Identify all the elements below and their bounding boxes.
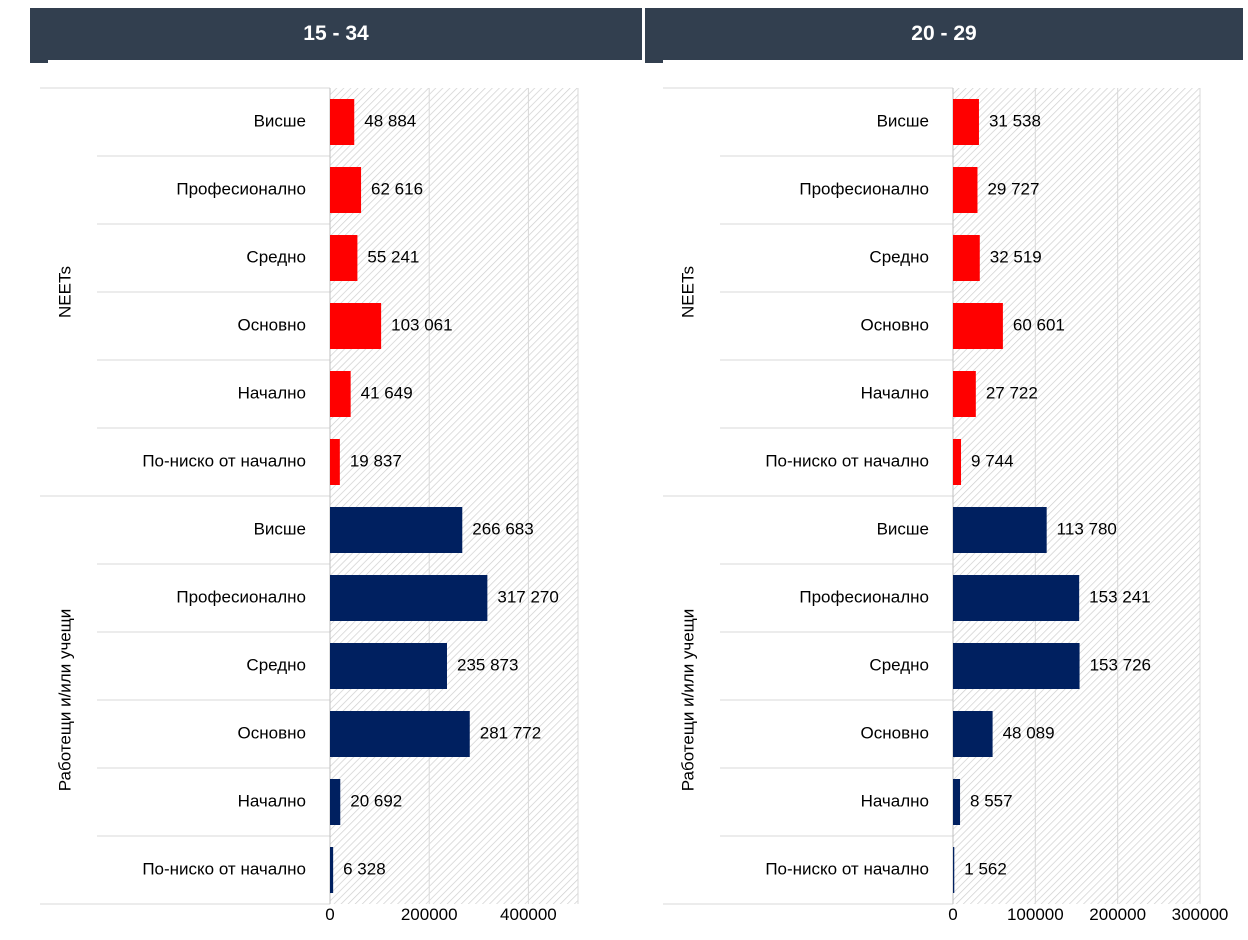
data-label: 1 562 <box>964 859 1007 878</box>
category-label: Основно <box>238 315 306 334</box>
x-tick-label: 400000 <box>500 905 557 924</box>
data-label: 153 241 <box>1089 587 1150 606</box>
category-label: Професионално <box>176 587 306 606</box>
header-accent-right <box>645 60 663 63</box>
x-tick-label: 0 <box>325 905 334 924</box>
data-label: 48 884 <box>364 111 416 130</box>
group-label: Работещи и/или учещи <box>678 609 697 791</box>
bar <box>953 507 1047 553</box>
category-label: Професионално <box>799 179 929 198</box>
bar <box>330 711 470 757</box>
category-label: Висше <box>254 111 306 130</box>
bar <box>330 303 382 349</box>
bar <box>953 439 962 485</box>
data-label: 281 772 <box>480 723 541 742</box>
category-label: Висше <box>877 519 929 538</box>
data-label: 48 089 <box>1003 723 1055 742</box>
bar <box>330 575 488 621</box>
data-label: 60 601 <box>1013 315 1065 334</box>
bar <box>953 303 1003 349</box>
group-label: NEETs <box>678 266 697 318</box>
data-label: 20 692 <box>350 791 402 810</box>
bar <box>953 847 955 893</box>
data-label: 8 557 <box>970 791 1013 810</box>
chart-title-left: 15 - 34 <box>30 8 642 60</box>
x-tick-label: 200000 <box>1089 905 1146 924</box>
data-label: 317 270 <box>497 587 558 606</box>
category-label: Висше <box>877 111 929 130</box>
bar <box>953 235 980 281</box>
x-tick-label: 100000 <box>1007 905 1064 924</box>
data-label: 31 538 <box>989 111 1041 130</box>
category-label: Начално <box>238 383 306 402</box>
category-label: Средно <box>869 247 929 266</box>
data-label: 266 683 <box>472 519 533 538</box>
data-label: 32 519 <box>990 247 1042 266</box>
bar <box>953 779 961 825</box>
data-label: 19 837 <box>350 451 402 470</box>
bar <box>953 575 1080 621</box>
x-tick-label: 300000 <box>1172 905 1229 924</box>
bar <box>330 779 341 825</box>
data-label: 103 061 <box>391 315 452 334</box>
bar <box>330 167 362 213</box>
data-label: 41 649 <box>361 383 413 402</box>
chart-title-right: 20 - 29 <box>645 8 1243 60</box>
x-tick-label: 0 <box>948 905 957 924</box>
bar <box>953 167 978 213</box>
category-label: По-ниско от начално <box>142 451 306 470</box>
data-label: 6 328 <box>343 859 386 878</box>
bar <box>953 643 1080 689</box>
category-label: Професионално <box>799 587 929 606</box>
bar <box>953 371 976 417</box>
bar <box>330 847 334 893</box>
plot-area <box>330 88 578 904</box>
category-label: По-ниско от начално <box>142 859 306 878</box>
bar <box>330 507 463 553</box>
chart-15-34: NEETs Висше 48 884 Професионално 62 616 Средн… <box>40 87 579 924</box>
category-label: Основно <box>861 723 929 742</box>
x-tick-label: 200000 <box>401 905 458 924</box>
category-label: Висше <box>254 519 306 538</box>
bar <box>330 371 351 417</box>
category-label: Средно <box>246 247 306 266</box>
header-accent-left <box>30 60 48 63</box>
plot-area <box>953 88 1200 904</box>
data-label: 235 873 <box>457 655 518 674</box>
category-label: По-ниско от начално <box>765 859 929 878</box>
data-label: 29 727 <box>987 179 1039 198</box>
data-label: 55 241 <box>367 247 419 266</box>
bar <box>330 99 355 145</box>
bar <box>953 711 993 757</box>
category-label: Професионално <box>176 179 306 198</box>
chart-20-29: NEETs Висше 31 538 Професионално 29 727 Средн… <box>663 87 1229 924</box>
data-label: 62 616 <box>371 179 423 198</box>
category-label: Основно <box>861 315 929 334</box>
bar <box>330 235 358 281</box>
data-label: 27 722 <box>986 383 1038 402</box>
category-label: Основно <box>238 723 306 742</box>
category-label: По-ниско от начално <box>765 451 929 470</box>
category-label: Средно <box>869 655 929 674</box>
category-label: Начално <box>861 383 929 402</box>
bar <box>330 439 340 485</box>
category-label: Начално <box>861 791 929 810</box>
group-label: NEETs <box>55 266 74 318</box>
category-label: Средно <box>246 655 306 674</box>
data-label: 113 780 <box>1057 519 1117 538</box>
bar <box>953 99 979 145</box>
data-label: 153 726 <box>1090 655 1151 674</box>
group-label: Работещи и/или учещи <box>55 609 74 791</box>
data-label: 9 744 <box>971 451 1014 470</box>
bar <box>330 643 447 689</box>
category-label: Начално <box>238 791 306 810</box>
